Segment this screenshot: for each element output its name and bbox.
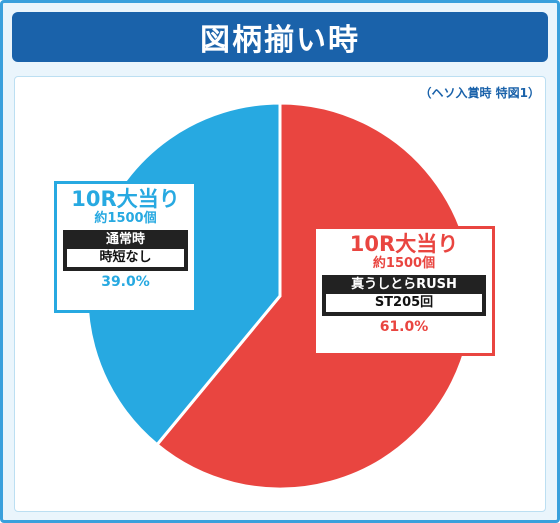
chart-title: 図柄揃い時 (200, 23, 360, 58)
slice-mode-detail-blue: 時短なし (67, 249, 184, 267)
slice-label-box-blue: 10R大当り 約1500個 通常時 時短なし 39.0% (54, 181, 197, 313)
slice-label-blue: 10R大当り (71, 187, 180, 211)
slice-mode-name-red: 真うしとらRUSH (351, 277, 457, 292)
slice-percent-blue: 39.0% (101, 274, 150, 290)
slice-mode-blue: 通常時 時短なし (63, 230, 188, 271)
slice-percent-red: 61.0% (379, 319, 429, 335)
slice-award-blue: 約1500個 (94, 211, 157, 226)
slice-mode-detail-red: ST205回 (326, 294, 482, 312)
slice-label-red: 10R大当り (349, 232, 459, 256)
slice-label-box-red: 10R大当り 約1500個 真うしとらRUSH ST205回 61.0% (313, 226, 495, 356)
slice-mode-red: 真うしとらRUSH ST205回 (322, 275, 486, 316)
slice-mode-name-blue: 通常時 (105, 232, 145, 247)
title-bar: 図柄揃い時 (12, 12, 548, 62)
chart-note: （ヘソ入賞時 特図1） (419, 86, 540, 100)
slice-award-red: 約1500個 (372, 256, 436, 271)
